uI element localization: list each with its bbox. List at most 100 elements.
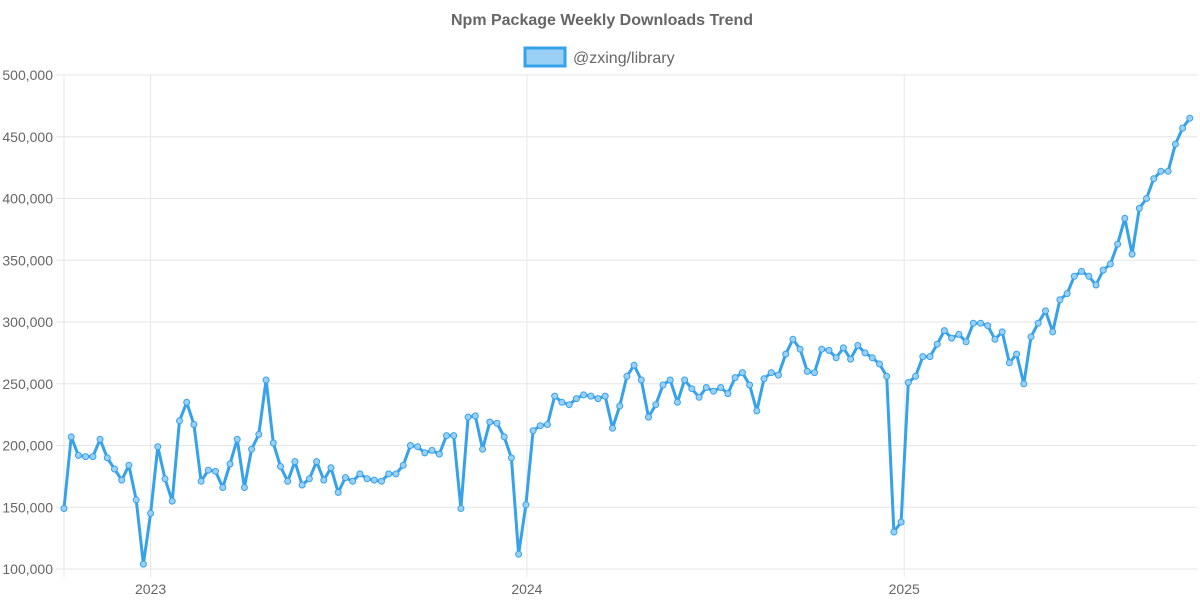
data-point[interactable] bbox=[854, 342, 862, 349]
data-point[interactable] bbox=[74, 451, 82, 459]
data-point[interactable] bbox=[558, 398, 566, 406]
data-point[interactable] bbox=[1034, 319, 1042, 327]
data-point[interactable] bbox=[522, 501, 530, 509]
data-point[interactable] bbox=[1078, 267, 1085, 275]
data-point[interactable] bbox=[1106, 260, 1114, 268]
data-point[interactable] bbox=[219, 484, 227, 491]
data-point[interactable] bbox=[428, 446, 436, 454]
data-point[interactable] bbox=[681, 376, 689, 384]
data-point[interactable] bbox=[904, 379, 912, 386]
data-point[interactable] bbox=[507, 454, 515, 462]
data-point[interactable] bbox=[645, 413, 652, 421]
data-point[interactable] bbox=[248, 445, 256, 453]
data-point[interactable] bbox=[500, 433, 508, 441]
data-point[interactable] bbox=[890, 528, 898, 536]
data-point[interactable] bbox=[969, 319, 977, 327]
data-point[interactable] bbox=[940, 327, 948, 335]
data-point[interactable] bbox=[1056, 296, 1064, 304]
data-point[interactable] bbox=[262, 376, 270, 384]
data-point[interactable] bbox=[818, 345, 826, 353]
data-point[interactable] bbox=[1092, 281, 1100, 289]
data-point[interactable] bbox=[796, 345, 804, 353]
data-point[interactable] bbox=[609, 424, 616, 432]
data-point[interactable] bbox=[125, 461, 133, 469]
data-point[interactable] bbox=[789, 335, 797, 343]
data-point[interactable] bbox=[673, 398, 681, 406]
data-point[interactable] bbox=[370, 476, 378, 484]
data-point[interactable] bbox=[637, 376, 645, 384]
data-point[interactable] bbox=[695, 393, 703, 401]
data-point[interactable] bbox=[825, 346, 833, 354]
data-point[interactable] bbox=[1143, 195, 1150, 202]
data-point[interactable] bbox=[493, 419, 501, 427]
data-point[interactable] bbox=[998, 328, 1006, 336]
data-point[interactable] bbox=[616, 402, 624, 410]
data-point[interactable] bbox=[710, 387, 717, 395]
data-point[interactable] bbox=[320, 476, 328, 484]
data-point[interactable] bbox=[659, 381, 667, 389]
data-point[interactable] bbox=[1042, 307, 1049, 315]
data-point[interactable] bbox=[746, 381, 754, 389]
data-point[interactable] bbox=[103, 454, 111, 462]
data-point[interactable] bbox=[183, 398, 191, 406]
data-point[interactable] bbox=[565, 401, 573, 409]
data-point[interactable] bbox=[392, 470, 400, 478]
data-point[interactable] bbox=[1135, 204, 1143, 212]
data-point[interactable] bbox=[832, 354, 840, 362]
data-point[interactable] bbox=[544, 421, 551, 428]
data-point[interactable] bbox=[1150, 175, 1158, 183]
data-point[interactable] bbox=[479, 445, 487, 453]
data-point[interactable] bbox=[139, 560, 147, 568]
data-point[interactable] bbox=[803, 367, 811, 375]
data-point[interactable] bbox=[147, 509, 155, 517]
data-point[interactable] bbox=[486, 418, 494, 426]
data-point[interactable] bbox=[341, 474, 349, 482]
data-point[interactable] bbox=[774, 371, 782, 379]
data-point[interactable] bbox=[471, 412, 479, 420]
data-point[interactable] bbox=[724, 390, 732, 398]
data-point[interactable] bbox=[847, 355, 855, 363]
data-point[interactable] bbox=[587, 392, 595, 400]
data-point[interactable] bbox=[1171, 140, 1179, 148]
data-point[interactable] bbox=[919, 353, 927, 361]
data-point[interactable] bbox=[962, 338, 970, 346]
data-point[interactable] bbox=[161, 475, 169, 483]
data-point[interactable] bbox=[1085, 272, 1093, 280]
data-point[interactable] bbox=[334, 488, 342, 496]
data-point[interactable] bbox=[356, 470, 364, 478]
data-point[interactable] bbox=[926, 353, 934, 361]
data-point[interactable] bbox=[861, 349, 869, 357]
data-point[interactable] bbox=[190, 421, 198, 428]
data-point[interactable] bbox=[96, 435, 104, 443]
data-point[interactable] bbox=[385, 470, 393, 478]
data-point[interactable] bbox=[82, 453, 90, 461]
data-point[interactable] bbox=[378, 477, 385, 485]
legend[interactable]: @zxing/library bbox=[523, 46, 675, 68]
data-point[interactable] bbox=[132, 496, 140, 504]
data-point[interactable] bbox=[839, 344, 847, 352]
data-point[interactable] bbox=[883, 372, 891, 380]
data-point[interactable] bbox=[594, 395, 602, 403]
data-point[interactable] bbox=[955, 330, 963, 338]
data-point[interactable] bbox=[767, 369, 775, 377]
data-point[interactable] bbox=[1099, 266, 1107, 274]
data-point[interactable] bbox=[1128, 250, 1136, 258]
data-point[interactable] bbox=[1186, 114, 1194, 122]
data-point[interactable] bbox=[255, 430, 263, 438]
data-point[interactable] bbox=[406, 442, 414, 449]
data-point[interactable] bbox=[89, 453, 97, 461]
data-point[interactable] bbox=[702, 384, 710, 391]
data-point[interactable] bbox=[1013, 350, 1021, 358]
data-point[interactable] bbox=[277, 463, 284, 470]
data-point[interactable] bbox=[176, 417, 183, 425]
data-point[interactable] bbox=[623, 372, 631, 380]
data-point[interactable] bbox=[876, 360, 883, 368]
data-point[interactable] bbox=[154, 443, 162, 451]
data-point[interactable] bbox=[111, 465, 118, 473]
data-point[interactable] bbox=[1070, 272, 1078, 280]
data-point[interactable] bbox=[435, 450, 443, 458]
data-point[interactable] bbox=[291, 458, 299, 466]
data-point[interactable] bbox=[240, 484, 248, 491]
data-point[interactable] bbox=[1164, 167, 1172, 175]
data-point[interactable] bbox=[977, 319, 984, 327]
